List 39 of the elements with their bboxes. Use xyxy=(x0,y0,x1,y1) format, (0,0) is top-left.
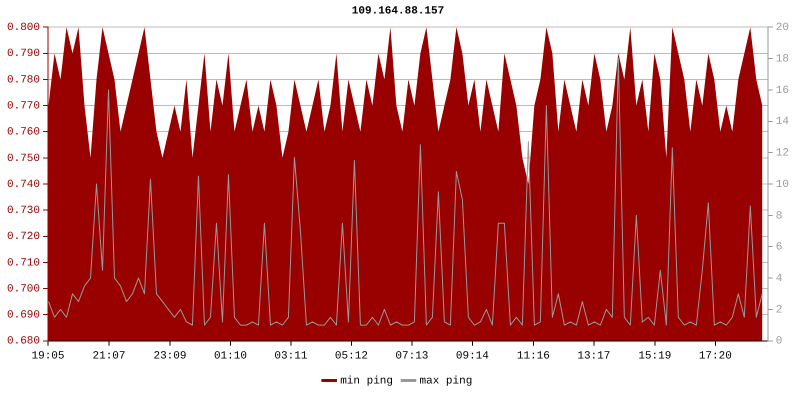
x-tick-label: 05:12 xyxy=(334,350,368,362)
y-tick-label: 0.740 xyxy=(6,178,40,191)
x-tick-label: 13:17 xyxy=(577,350,610,362)
y2-tick-label: 0 xyxy=(776,336,782,348)
x-tick-label: 17:20 xyxy=(698,350,732,362)
x-tick-label: 07:13 xyxy=(395,350,428,362)
y-tick-label: 0.750 xyxy=(6,152,40,165)
y2-tick-label: 8 xyxy=(776,210,782,222)
y2-tick-label: 16 xyxy=(776,84,789,97)
y-tick-label: 0.780 xyxy=(6,74,40,86)
y2-tick-label: 12 xyxy=(776,148,789,160)
y-tick-label: 0.690 xyxy=(6,310,40,322)
legend-label: max ping xyxy=(420,375,472,388)
y2-tick-label: 4 xyxy=(776,272,783,285)
x-tick-label: 21:07 xyxy=(92,350,126,362)
y2-tick-label: 6 xyxy=(776,242,782,254)
y-tick-label: 0.800 xyxy=(6,22,40,34)
x-tick-label: 15:19 xyxy=(638,350,672,362)
x-tick-label: 01:10 xyxy=(214,350,247,362)
x-tick-label: 19:05 xyxy=(32,350,65,362)
y-tick-label: 0.680 xyxy=(6,336,40,348)
y2-tick-label: 18 xyxy=(776,53,789,66)
y-tick-label: 0.700 xyxy=(6,283,40,296)
y-tick-label: 0.770 xyxy=(6,100,40,113)
y-tick-label: 0.760 xyxy=(6,126,40,139)
x-tick-label: 11:16 xyxy=(516,350,550,362)
x-tick-label: 09:14 xyxy=(456,350,490,362)
y2-tick-label: 10 xyxy=(776,178,789,191)
y-tick-label: 0.730 xyxy=(6,205,40,218)
y-tick-label: 0.720 xyxy=(6,231,40,244)
x-tick-label: 03:11 xyxy=(274,350,308,362)
chart-title: 109.164.88.157 xyxy=(352,5,444,18)
legend-label: min ping xyxy=(340,375,394,388)
y-tick-label: 0.790 xyxy=(6,48,40,60)
y-tick-label: 0.710 xyxy=(6,257,40,270)
y2-tick-label: 14 xyxy=(776,116,790,128)
y2-tick-label: 20 xyxy=(776,22,789,34)
x-tick-label: 23:09 xyxy=(153,350,186,362)
y2-tick-label: 2 xyxy=(776,304,782,316)
